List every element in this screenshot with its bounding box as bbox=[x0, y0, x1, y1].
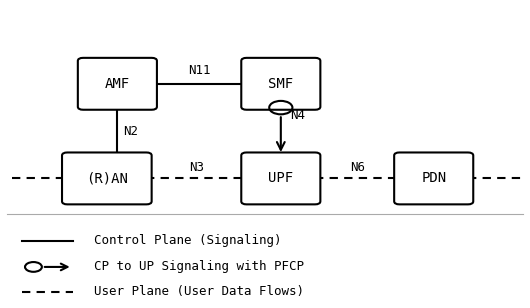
Text: UPF: UPF bbox=[268, 172, 294, 185]
Text: PDN: PDN bbox=[421, 172, 446, 185]
Text: N4: N4 bbox=[290, 109, 305, 122]
FancyBboxPatch shape bbox=[241, 152, 320, 205]
Text: CP to UP Signaling with PFCP: CP to UP Signaling with PFCP bbox=[94, 261, 304, 274]
FancyBboxPatch shape bbox=[78, 58, 157, 110]
Text: (R)AN: (R)AN bbox=[86, 172, 128, 185]
Text: N11: N11 bbox=[188, 63, 210, 77]
Text: N2: N2 bbox=[123, 125, 138, 138]
Text: SMF: SMF bbox=[268, 77, 294, 91]
Text: Control Plane (Signaling): Control Plane (Signaling) bbox=[94, 234, 281, 248]
FancyBboxPatch shape bbox=[394, 152, 473, 205]
Text: User Plane (User Data Flows): User Plane (User Data Flows) bbox=[94, 286, 304, 298]
Text: N3: N3 bbox=[189, 161, 204, 174]
FancyBboxPatch shape bbox=[241, 58, 320, 110]
Text: N6: N6 bbox=[350, 161, 365, 174]
FancyBboxPatch shape bbox=[62, 152, 152, 205]
Text: AMF: AMF bbox=[105, 77, 130, 91]
